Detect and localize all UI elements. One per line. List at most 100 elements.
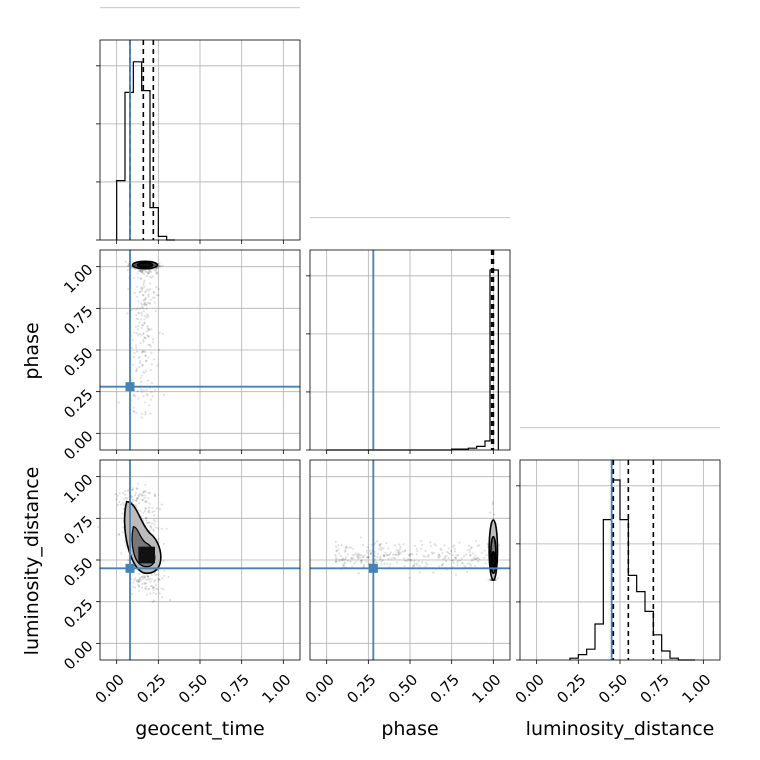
scatter-phase-vs-geocent-time-point-189 [126, 312, 129, 315]
scatter-distance-vs-phase-point-475 [357, 556, 360, 559]
scatter-phase-vs-geocent-time-point-280 [142, 332, 145, 336]
scatter-phase-vs-geocent-time-point-207 [145, 392, 148, 396]
scatter-phase-vs-geocent-time-point-169 [158, 264, 161, 268]
scatter-distance-vs-phase-point-176 [350, 557, 354, 560]
scatter-distance-vs-phase-point-120 [476, 544, 479, 547]
scatter-distance-vs-geocent-time-point-11 [161, 577, 164, 580]
scatter-distance-vs-geocent-time-point-332 [137, 589, 140, 592]
scatter-distance-vs-phase-point-105 [362, 565, 365, 568]
scatter-distance-vs-phase-point-419 [422, 554, 425, 558]
scatter-distance-vs-phase-point-383 [474, 557, 477, 561]
scatter-distance-vs-phase-point-420 [456, 561, 459, 564]
contour-phase-vs-geocent-inner [136, 262, 154, 268]
scatter-distance-vs-phase-point-499 [338, 552, 341, 555]
scatter-distance-vs-phase-point-325 [382, 555, 386, 558]
scatter-distance-vs-phase-point-192 [398, 553, 401, 556]
scatter-distance-vs-phase-point-59 [419, 539, 422, 543]
scatter-phase-vs-geocent-time-point-183 [138, 365, 141, 369]
scatter-phase-vs-geocent-time-point-33 [141, 324, 144, 327]
scatter-distance-vs-geocent-time-point-255 [152, 580, 156, 583]
scatter-distance-vs-phase-point-269 [415, 553, 418, 556]
scatter-phase-vs-geocent-time-point-274 [161, 264, 164, 267]
scatter-distance-vs-phase-point-57 [452, 545, 455, 548]
scatter-phase-vs-geocent-time-point-393 [140, 271, 144, 274]
scatter-distance-vs-phase-point-406 [378, 543, 381, 547]
scatter-distance-vs-phase-point-245 [386, 553, 389, 556]
scatter-distance-vs-phase-point-54 [345, 546, 348, 549]
scatter-phase-vs-geocent-time-point-402 [132, 277, 136, 280]
scatter-phase-vs-geocent-time-point-326 [144, 297, 148, 300]
scatter-distance-vs-phase-point-354 [426, 555, 430, 558]
scatter-distance-vs-phase-point-366 [389, 563, 392, 566]
scatter-phase-vs-geocent-time-point-392 [147, 315, 150, 318]
scatter-distance-vs-geocent-time-point-236 [151, 585, 154, 588]
scatter-phase-vs-geocent-time-point-357 [139, 302, 143, 305]
scatter-distance-vs-geocent-time-point-174 [154, 526, 157, 529]
scatter-phase-vs-geocent-time-point-55 [146, 288, 149, 291]
scatter-phase-vs-geocent-time-point-22 [140, 388, 143, 391]
scatter-distance-vs-phase-point-409 [343, 558, 346, 561]
truth-marker-luminosity_distance-geocent_time [125, 563, 135, 573]
scatter-phase-vs-geocent-time-point-211 [136, 307, 139, 310]
y-tick-label-phase-4: 1.00 [60, 260, 96, 296]
scatter-distance-vs-phase-point-417 [368, 549, 372, 553]
scatter-distance-vs-phase-point-331 [415, 562, 418, 565]
scatter-phase-vs-geocent-time-point-360 [162, 393, 166, 396]
scatter-distance-vs-phase-point-318 [341, 558, 344, 562]
scatter-distance-vs-geocent-time-point-20 [117, 533, 120, 536]
x-tick-label-luminosity_distance-0: 0.00 [512, 671, 548, 707]
scatter-phase-vs-geocent-time-point-71 [151, 296, 154, 299]
scatter-distance-vs-geocent-time-point-309 [153, 573, 156, 576]
scatter-distance-vs-phase-point-423 [456, 564, 459, 567]
scatter-phase-vs-geocent-time-point-103 [143, 298, 146, 302]
scatter-phase-vs-geocent-time-point-210 [159, 265, 162, 268]
scatter-phase-vs-geocent-time-point-80 [136, 390, 140, 393]
scatter-phase-vs-geocent-time-point-91 [136, 324, 140, 328]
scatter-phase-vs-geocent-time-point-214 [137, 397, 140, 400]
scatter-distance-vs-phase-point-210 [467, 562, 470, 565]
scatter-distance-vs-geocent-time-point-70 [160, 587, 163, 590]
scatter-phase-vs-geocent-time-point-83 [138, 332, 142, 336]
scatter-distance-vs-phase-point-153 [386, 554, 389, 557]
contour-distance-vs-phase-core [491, 550, 496, 570]
scatter-distance-vs-geocent-time-point-399 [150, 522, 154, 525]
scatter-distance-vs-phase-point-205 [335, 560, 338, 563]
scatter-distance-vs-phase-point-333 [357, 554, 360, 557]
scatter-distance-vs-phase-point-437 [478, 557, 481, 561]
scatter-distance-vs-phase-point-66 [487, 578, 490, 582]
scatter-phase-vs-geocent-time-point-54 [141, 364, 144, 367]
scatter-distance-vs-geocent-time-point-154 [151, 586, 154, 590]
scatter-distance-vs-phase-point-109 [406, 557, 410, 561]
scatter-phase-vs-geocent-time-point-391 [144, 350, 147, 354]
scatter-distance-vs-phase-point-404 [483, 556, 486, 559]
scatter-phase-vs-geocent-time-point-305 [140, 311, 143, 315]
scatter-distance-vs-phase-point-362 [344, 549, 347, 552]
scatter-distance-vs-phase-point-488 [383, 562, 386, 565]
scatter-phase-vs-geocent-time-point-239 [145, 330, 148, 333]
scatter-phase-vs-geocent-time-point-78 [161, 332, 164, 335]
scatter-distance-vs-geocent-time-point-296 [121, 491, 124, 494]
scatter-distance-vs-phase-point-164 [416, 550, 419, 553]
scatter-phase-vs-geocent-time-point-21 [147, 301, 150, 304]
scatter-distance-vs-phase-point-258 [443, 544, 446, 547]
scatter-distance-vs-phase-point-6 [335, 549, 338, 552]
scatter-distance-vs-geocent-time-point-237 [134, 503, 137, 507]
scatter-distance-vs-geocent-time-point-124 [147, 497, 150, 500]
scatter-phase-vs-geocent-time-point-154 [144, 413, 147, 416]
scatter-distance-vs-phase-point-288 [444, 559, 448, 563]
scatter-phase-vs-geocent-time-point-201 [150, 351, 153, 354]
scatter-phase-vs-geocent-time-point-252 [127, 262, 130, 265]
scatter-phase-vs-geocent-time-point-222 [146, 313, 149, 316]
scatter-distance-vs-geocent-time-point-233 [152, 586, 156, 589]
scatter-distance-vs-geocent-time-point-73 [160, 503, 164, 506]
scatter-distance-vs-geocent-time-point-262 [148, 502, 151, 505]
scatter-phase-vs-geocent-time-point-100 [158, 348, 161, 352]
scatter-distance-vs-phase-point-14 [472, 552, 475, 555]
contour-distance-vs-geocent-core [138, 546, 155, 564]
scatter-phase-vs-geocent-time-point-68 [141, 350, 144, 353]
scatter-distance-vs-geocent-time-point-162 [137, 495, 140, 498]
scatter-distance-vs-geocent-time-point-264 [154, 520, 157, 523]
scatter-distance-vs-phase-point-428 [363, 554, 366, 557]
scatter-distance-vs-phase-point-133 [344, 557, 347, 561]
scatter-phase-vs-geocent-time-point-405 [136, 285, 139, 288]
